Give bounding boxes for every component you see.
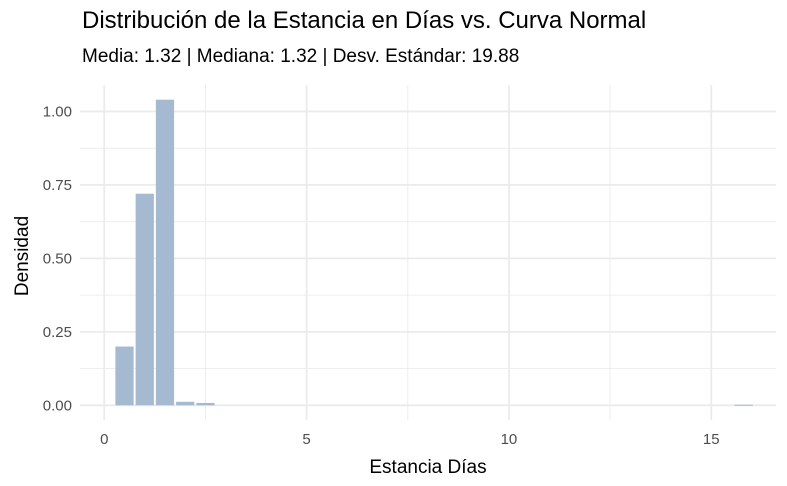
x-tick-label: 0 <box>100 431 108 448</box>
chart-title: Distribución de la Estancia en Días vs. … <box>82 7 647 34</box>
histogram-bar <box>196 402 215 406</box>
histogram-bar <box>115 346 134 406</box>
x-tick-label: 5 <box>302 431 310 448</box>
x-tick-label: 15 <box>703 431 720 448</box>
x-axis-ticks: 0 5 10 15 <box>100 431 719 448</box>
y-tick-label: 0.25 <box>43 324 72 341</box>
histogram-bar <box>155 99 175 406</box>
y-axis-title: Densidad <box>12 216 33 296</box>
histogram-bar <box>176 401 195 406</box>
histogram-bar <box>135 193 154 406</box>
y-tick-label: 0.00 <box>43 397 72 414</box>
grid <box>80 85 776 420</box>
y-axis-ticks: 0.00 0.25 0.50 0.75 1.00 <box>43 103 72 414</box>
histogram-bar <box>734 404 753 406</box>
y-tick-label: 0.75 <box>43 177 72 194</box>
chart-subtitle: Media: 1.32 | Mediana: 1.32 | Desv. Está… <box>82 46 520 67</box>
x-axis-title: Estancia Días <box>369 457 486 478</box>
histogram-bars <box>115 99 753 406</box>
y-tick-label: 0.50 <box>43 250 72 267</box>
x-tick-label: 10 <box>501 431 518 448</box>
y-tick-label: 1.00 <box>43 103 72 120</box>
